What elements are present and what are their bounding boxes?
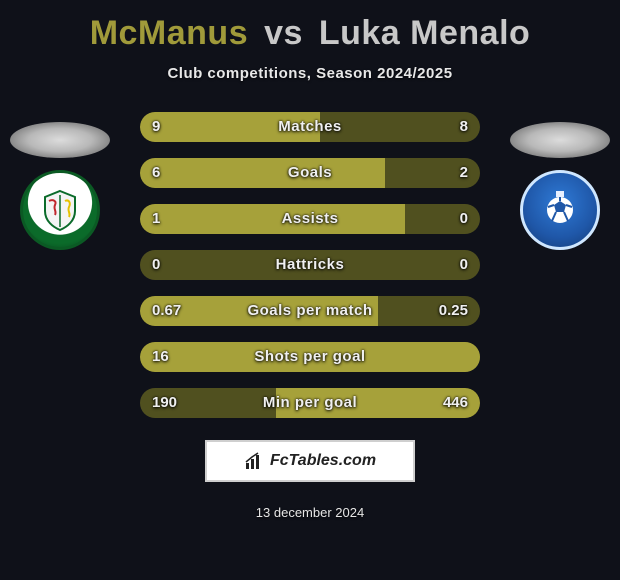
player1-name: McManus	[90, 14, 248, 52]
stat-row: 0Hattricks0	[140, 250, 480, 280]
player2-halo	[510, 122, 610, 158]
stat-label: Shots per goal	[140, 342, 480, 372]
stat-label: Min per goal	[140, 388, 480, 418]
player2-club-crest	[520, 170, 600, 250]
comparison-title: McManus vs Luka Menalo	[0, 0, 620, 53]
ball-icon	[539, 189, 581, 231]
footer-date: 13 december 2024	[0, 505, 620, 520]
stat-value-right: 0.25	[439, 296, 468, 326]
stat-label: Goals per match	[140, 296, 480, 326]
player1-club-crest	[20, 170, 100, 250]
brand-badge: FcTables.com	[205, 440, 415, 482]
stat-row: 1Assists0	[140, 204, 480, 234]
stat-row: 16Shots per goal	[140, 342, 480, 372]
stat-bars: 9Matches86Goals21Assists00Hattricks00.67…	[140, 112, 480, 434]
player2-name: Luka Menalo	[319, 14, 530, 52]
stat-value-right: 446	[443, 388, 468, 418]
chart-icon	[244, 451, 264, 471]
stat-value-right: 2	[460, 158, 468, 188]
stat-value-right: 8	[460, 112, 468, 142]
player1-halo	[10, 122, 110, 158]
stat-label: Goals	[140, 158, 480, 188]
subtitle: Club competitions, Season 2024/2025	[0, 65, 620, 82]
brand-text: FcTables.com	[270, 452, 376, 470]
stat-value-right: 0	[460, 204, 468, 234]
player2-badge	[510, 122, 610, 252]
stat-label: Assists	[140, 204, 480, 234]
stat-value-right: 0	[460, 250, 468, 280]
stat-label: Hattricks	[140, 250, 480, 280]
stat-label: Matches	[140, 112, 480, 142]
shield-icon	[37, 187, 83, 233]
stat-row: 9Matches8	[140, 112, 480, 142]
stat-row: 190Min per goal446	[140, 388, 480, 418]
stat-row: 6Goals2	[140, 158, 480, 188]
vs-text: vs	[264, 14, 303, 52]
stat-row: 0.67Goals per match0.25	[140, 296, 480, 326]
player1-badge	[10, 122, 110, 252]
